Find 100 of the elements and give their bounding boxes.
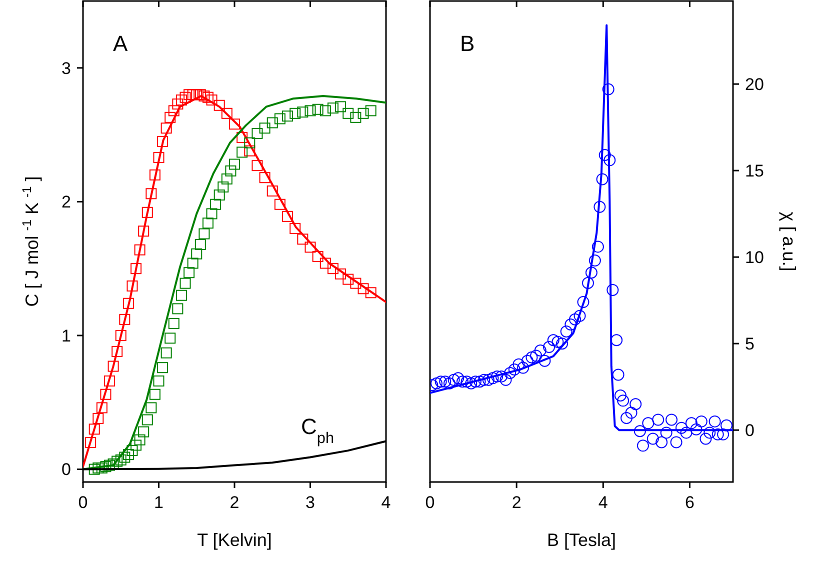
point <box>100 388 112 400</box>
point <box>168 105 180 116</box>
point <box>134 244 146 256</box>
point <box>214 190 225 201</box>
point <box>365 287 376 298</box>
point <box>335 101 346 112</box>
point <box>160 122 172 134</box>
point <box>342 274 354 285</box>
point <box>142 414 153 426</box>
point <box>164 332 176 344</box>
point <box>221 108 232 119</box>
point <box>350 278 362 289</box>
point <box>112 456 123 467</box>
x-tick-label: 4 <box>598 493 608 512</box>
point <box>122 449 134 460</box>
point <box>153 152 164 164</box>
point <box>252 128 263 139</box>
x-tick-label: 1 <box>154 493 164 512</box>
point <box>164 112 176 123</box>
y2-tick-label: 5 <box>745 334 754 354</box>
point <box>282 110 294 122</box>
point <box>184 89 195 100</box>
point <box>202 218 214 229</box>
point <box>191 248 202 260</box>
point <box>122 298 134 309</box>
point <box>134 434 146 446</box>
point <box>274 113 286 124</box>
point <box>146 402 157 414</box>
y2-tick-label: 0 <box>745 421 754 440</box>
point <box>176 290 187 301</box>
point <box>119 452 130 463</box>
point <box>187 89 198 100</box>
y-tick-label: 3 <box>62 58 71 78</box>
point <box>198 90 210 102</box>
point <box>104 460 116 471</box>
y2-tick-label: 15 <box>745 162 764 181</box>
annotation: C$_{ph}$ <box>301 414 334 446</box>
point <box>142 206 153 218</box>
point <box>274 198 286 210</box>
point <box>297 234 308 245</box>
point <box>180 92 191 103</box>
point <box>100 461 112 472</box>
point <box>149 388 160 400</box>
point <box>153 375 164 386</box>
point <box>312 104 324 115</box>
point <box>327 263 338 274</box>
point <box>168 318 180 329</box>
point <box>342 108 354 119</box>
point <box>206 94 218 106</box>
point <box>115 454 126 466</box>
point <box>229 118 240 130</box>
point <box>198 228 210 240</box>
y2-tick-label: 20 <box>745 75 764 94</box>
x-axis-title: T [Kelvin] <box>197 530 272 550</box>
point <box>236 132 248 143</box>
point <box>266 185 278 196</box>
y-tick-label: 2 <box>62 192 71 212</box>
point <box>214 100 225 111</box>
x-tick-label: 4 <box>381 493 391 512</box>
point <box>172 303 184 314</box>
point <box>244 145 256 156</box>
point <box>320 105 331 116</box>
point <box>115 330 126 341</box>
point <box>160 347 172 358</box>
point <box>210 198 222 210</box>
point <box>335 268 346 280</box>
point <box>206 208 218 220</box>
point <box>104 375 116 386</box>
x-tick-label: 6 <box>684 493 694 512</box>
point <box>259 122 270 134</box>
point <box>218 181 229 192</box>
point <box>108 360 119 372</box>
point <box>157 362 168 374</box>
point <box>259 172 270 184</box>
point <box>88 424 100 435</box>
point <box>85 437 96 448</box>
x-tick-label: 3 <box>306 493 315 512</box>
x-tick-label: 2 <box>230 493 240 512</box>
point <box>157 136 168 147</box>
point <box>304 105 316 116</box>
point <box>358 283 369 294</box>
point <box>304 242 316 253</box>
x-tick-label: 0 <box>425 493 435 512</box>
point <box>130 263 142 274</box>
point <box>96 462 108 474</box>
point <box>172 98 184 110</box>
point <box>244 137 256 148</box>
point <box>358 108 369 119</box>
point <box>180 278 191 289</box>
point <box>194 89 206 100</box>
y2-axis-title: χ [ a.u.] <box>779 212 799 272</box>
point <box>290 108 301 119</box>
point <box>88 464 100 475</box>
x-tick-label: 0 <box>78 493 88 512</box>
point <box>221 173 232 184</box>
annotation: B <box>460 31 475 56</box>
point <box>112 346 123 358</box>
point <box>236 146 248 158</box>
point <box>320 258 331 269</box>
annotation: A <box>113 31 128 56</box>
